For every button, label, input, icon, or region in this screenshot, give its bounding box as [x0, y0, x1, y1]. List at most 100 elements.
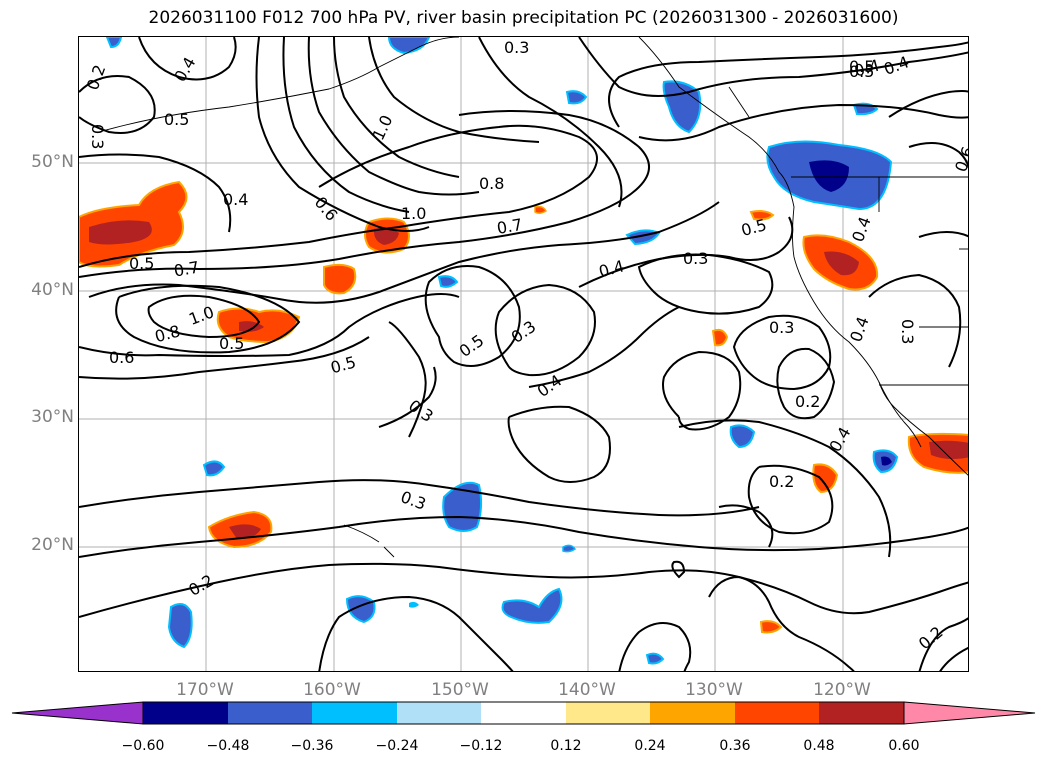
clabel-27: 0.3	[405, 396, 437, 426]
contour-3	[88, 201, 720, 304]
clabel-15: 0.5	[849, 62, 874, 81]
colorbar-bin-1	[143, 702, 228, 724]
alaska-coast	[378, 37, 460, 68]
cbar-tick-7: 0.24	[634, 738, 666, 754]
clabel-28: 0.3	[769, 318, 794, 337]
contour-2	[79, 110, 650, 278]
colorbar-bin-9	[819, 702, 904, 724]
contour-16	[478, 37, 623, 208]
contour-22	[424, 265, 521, 367]
clabel-39: 0.4	[848, 214, 875, 244]
clabel-10: 1.0	[368, 112, 396, 143]
contour-11	[333, 37, 460, 178]
contour-21	[637, 253, 774, 315]
colorbar-bin-3	[312, 702, 397, 724]
map-panel: 0.2 0.4 0.5 0.3 0.5 0.4 0.3 0.4 0.6 1.0 …	[78, 36, 969, 672]
lon-label-130w: 130°W	[685, 680, 743, 700]
contour-45	[868, 273, 962, 368]
map-canvas: 0.2 0.4 0.5 0.3 0.5 0.4 0.3 0.4 0.6 1.0 …	[79, 37, 968, 671]
contour-31	[678, 419, 892, 558]
clabel-35: 0.5	[849, 57, 874, 76]
clabel-23: 0.5	[456, 331, 488, 361]
contour-26	[388, 321, 427, 438]
contour-35	[79, 515, 968, 558]
contour-37	[318, 595, 514, 671]
patch-neg-140w-south	[501, 587, 563, 624]
contour-44	[908, 142, 968, 169]
cbar-tick-5: −0.12	[459, 738, 503, 754]
patch-neg-top-left	[105, 37, 123, 49]
patch-neg-small-bc	[565, 90, 588, 105]
patch-pos-128w	[812, 463, 839, 494]
clabel-36: 0.4	[881, 52, 911, 79]
lat-label-40n: 40°N	[31, 280, 74, 300]
patch-neg-148w	[437, 275, 459, 288]
lat-label-50n: 50°N	[31, 152, 74, 172]
clabel-34: 0.2	[915, 622, 947, 653]
contour-33	[718, 504, 774, 548]
clabel-21: 0.4	[597, 256, 627, 281]
clabel-6: 0.4	[223, 190, 248, 209]
clabel-17: 1.0	[186, 302, 216, 329]
patch-neg-173w	[202, 460, 226, 477]
vancouver-island	[728, 86, 750, 118]
clabel-3: 0.5	[164, 110, 189, 129]
positive-anomaly-patches	[79, 180, 968, 634]
patch-pos-163w	[323, 263, 357, 295]
cbar-tick-6: 0.12	[550, 738, 582, 754]
cbar-tick-3: −0.36	[290, 738, 334, 754]
contour-6	[79, 292, 460, 357]
lat-label-20n: 20°N	[31, 535, 74, 555]
contour-25	[378, 366, 437, 428]
contour-4	[147, 294, 261, 339]
colorbar-bin-5	[481, 702, 566, 724]
coastlines	[98, 37, 968, 558]
contour-30	[776, 347, 836, 420]
colorbar-bin-2	[228, 702, 312, 724]
contour-41	[939, 646, 968, 671]
patch-pos-small-3	[759, 620, 783, 634]
clabel-13: 0.7	[495, 215, 523, 238]
contour-12	[368, 37, 540, 143]
patch-pos-mexico-core	[929, 440, 968, 460]
cbar-tick-10: 0.60	[888, 738, 920, 754]
patch-pos-small-1	[711, 328, 729, 347]
patch-neg-pnw-core	[809, 160, 849, 192]
contour-27	[507, 405, 611, 483]
hawaii	[343, 524, 395, 558]
colorbar-arrow-left	[11, 701, 144, 725]
gridlines	[79, 37, 968, 671]
patch-neg-115w-core	[881, 456, 892, 466]
clabel-19: 0.6	[109, 348, 134, 367]
clabel-22: 0.3	[683, 249, 708, 268]
patch-pos-small-4	[534, 205, 547, 215]
clabel-12: 1.0	[401, 204, 426, 223]
clabel-29: 0.2	[795, 392, 820, 411]
contour-5	[115, 284, 301, 354]
clabel-32: 0.2	[185, 571, 217, 600]
contour-39	[708, 575, 855, 671]
patch-pos-small-2	[749, 210, 775, 221]
pv-contours	[79, 37, 968, 671]
colorbar-bin-6	[566, 702, 650, 724]
contour-38	[618, 622, 692, 671]
clabel-31: 0.3	[398, 487, 428, 514]
negative-anomaly-patches	[105, 37, 899, 665]
contour-15	[79, 153, 232, 233]
clabel-38: 0.3	[898, 319, 917, 344]
contour-24	[528, 306, 680, 388]
contour-43	[888, 90, 968, 118]
patch-pos-west-core	[89, 220, 152, 245]
contour-40	[918, 617, 968, 671]
lon-label-170w: 170°W	[176, 680, 234, 700]
patch-pos-168w-south-core	[229, 524, 261, 540]
contour-9	[282, 37, 410, 213]
contour-19	[638, 103, 968, 142]
patch-neg-128w-south	[729, 424, 756, 449]
patch-neg-small-5	[645, 652, 665, 665]
patch-neg-small-7	[562, 544, 577, 553]
clabel-7: 0.3	[504, 38, 529, 57]
colorbar-bin-8	[735, 702, 819, 724]
clabel-30: 0.2	[769, 472, 794, 491]
patch-neg-150w-south	[442, 481, 483, 532]
